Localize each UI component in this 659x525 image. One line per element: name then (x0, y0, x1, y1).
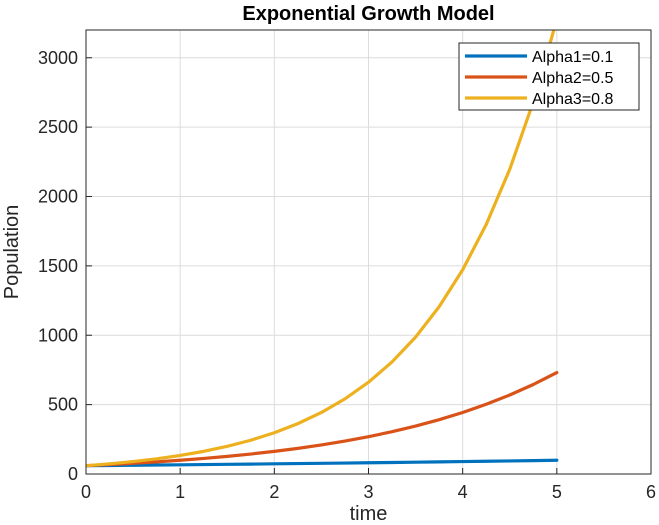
y-tick-label: 2000 (38, 187, 78, 207)
legend-label: Alpha1=0.1 (532, 49, 614, 66)
x-tick-label: 2 (269, 482, 279, 502)
y-tick-label: 0 (68, 464, 78, 484)
legend-label: Alpha2=0.5 (532, 70, 614, 87)
x-tick-label: 4 (458, 482, 468, 502)
y-tick-label: 3000 (38, 48, 78, 68)
x-tick-label: 0 (81, 482, 91, 502)
y-axis-label: Population (1, 205, 23, 300)
legend: Alpha1=0.1 Alpha2=0.5 Alpha3=0.8 (459, 43, 639, 110)
x-tick-label: 5 (552, 482, 562, 502)
y-tick-label: 2500 (38, 117, 78, 137)
y-tick-label: 500 (48, 395, 78, 415)
x-tick-label: 6 (646, 482, 656, 502)
y-tick-label: 1000 (38, 325, 78, 345)
x-axis-label: time (350, 503, 388, 525)
legend-label: Alpha3=0.8 (532, 91, 614, 108)
y-tick-label: 1500 (38, 256, 78, 276)
x-tick-label: 1 (175, 482, 185, 502)
chart-title: Exponential Growth Model (242, 3, 494, 25)
x-tick-label: 3 (363, 482, 373, 502)
